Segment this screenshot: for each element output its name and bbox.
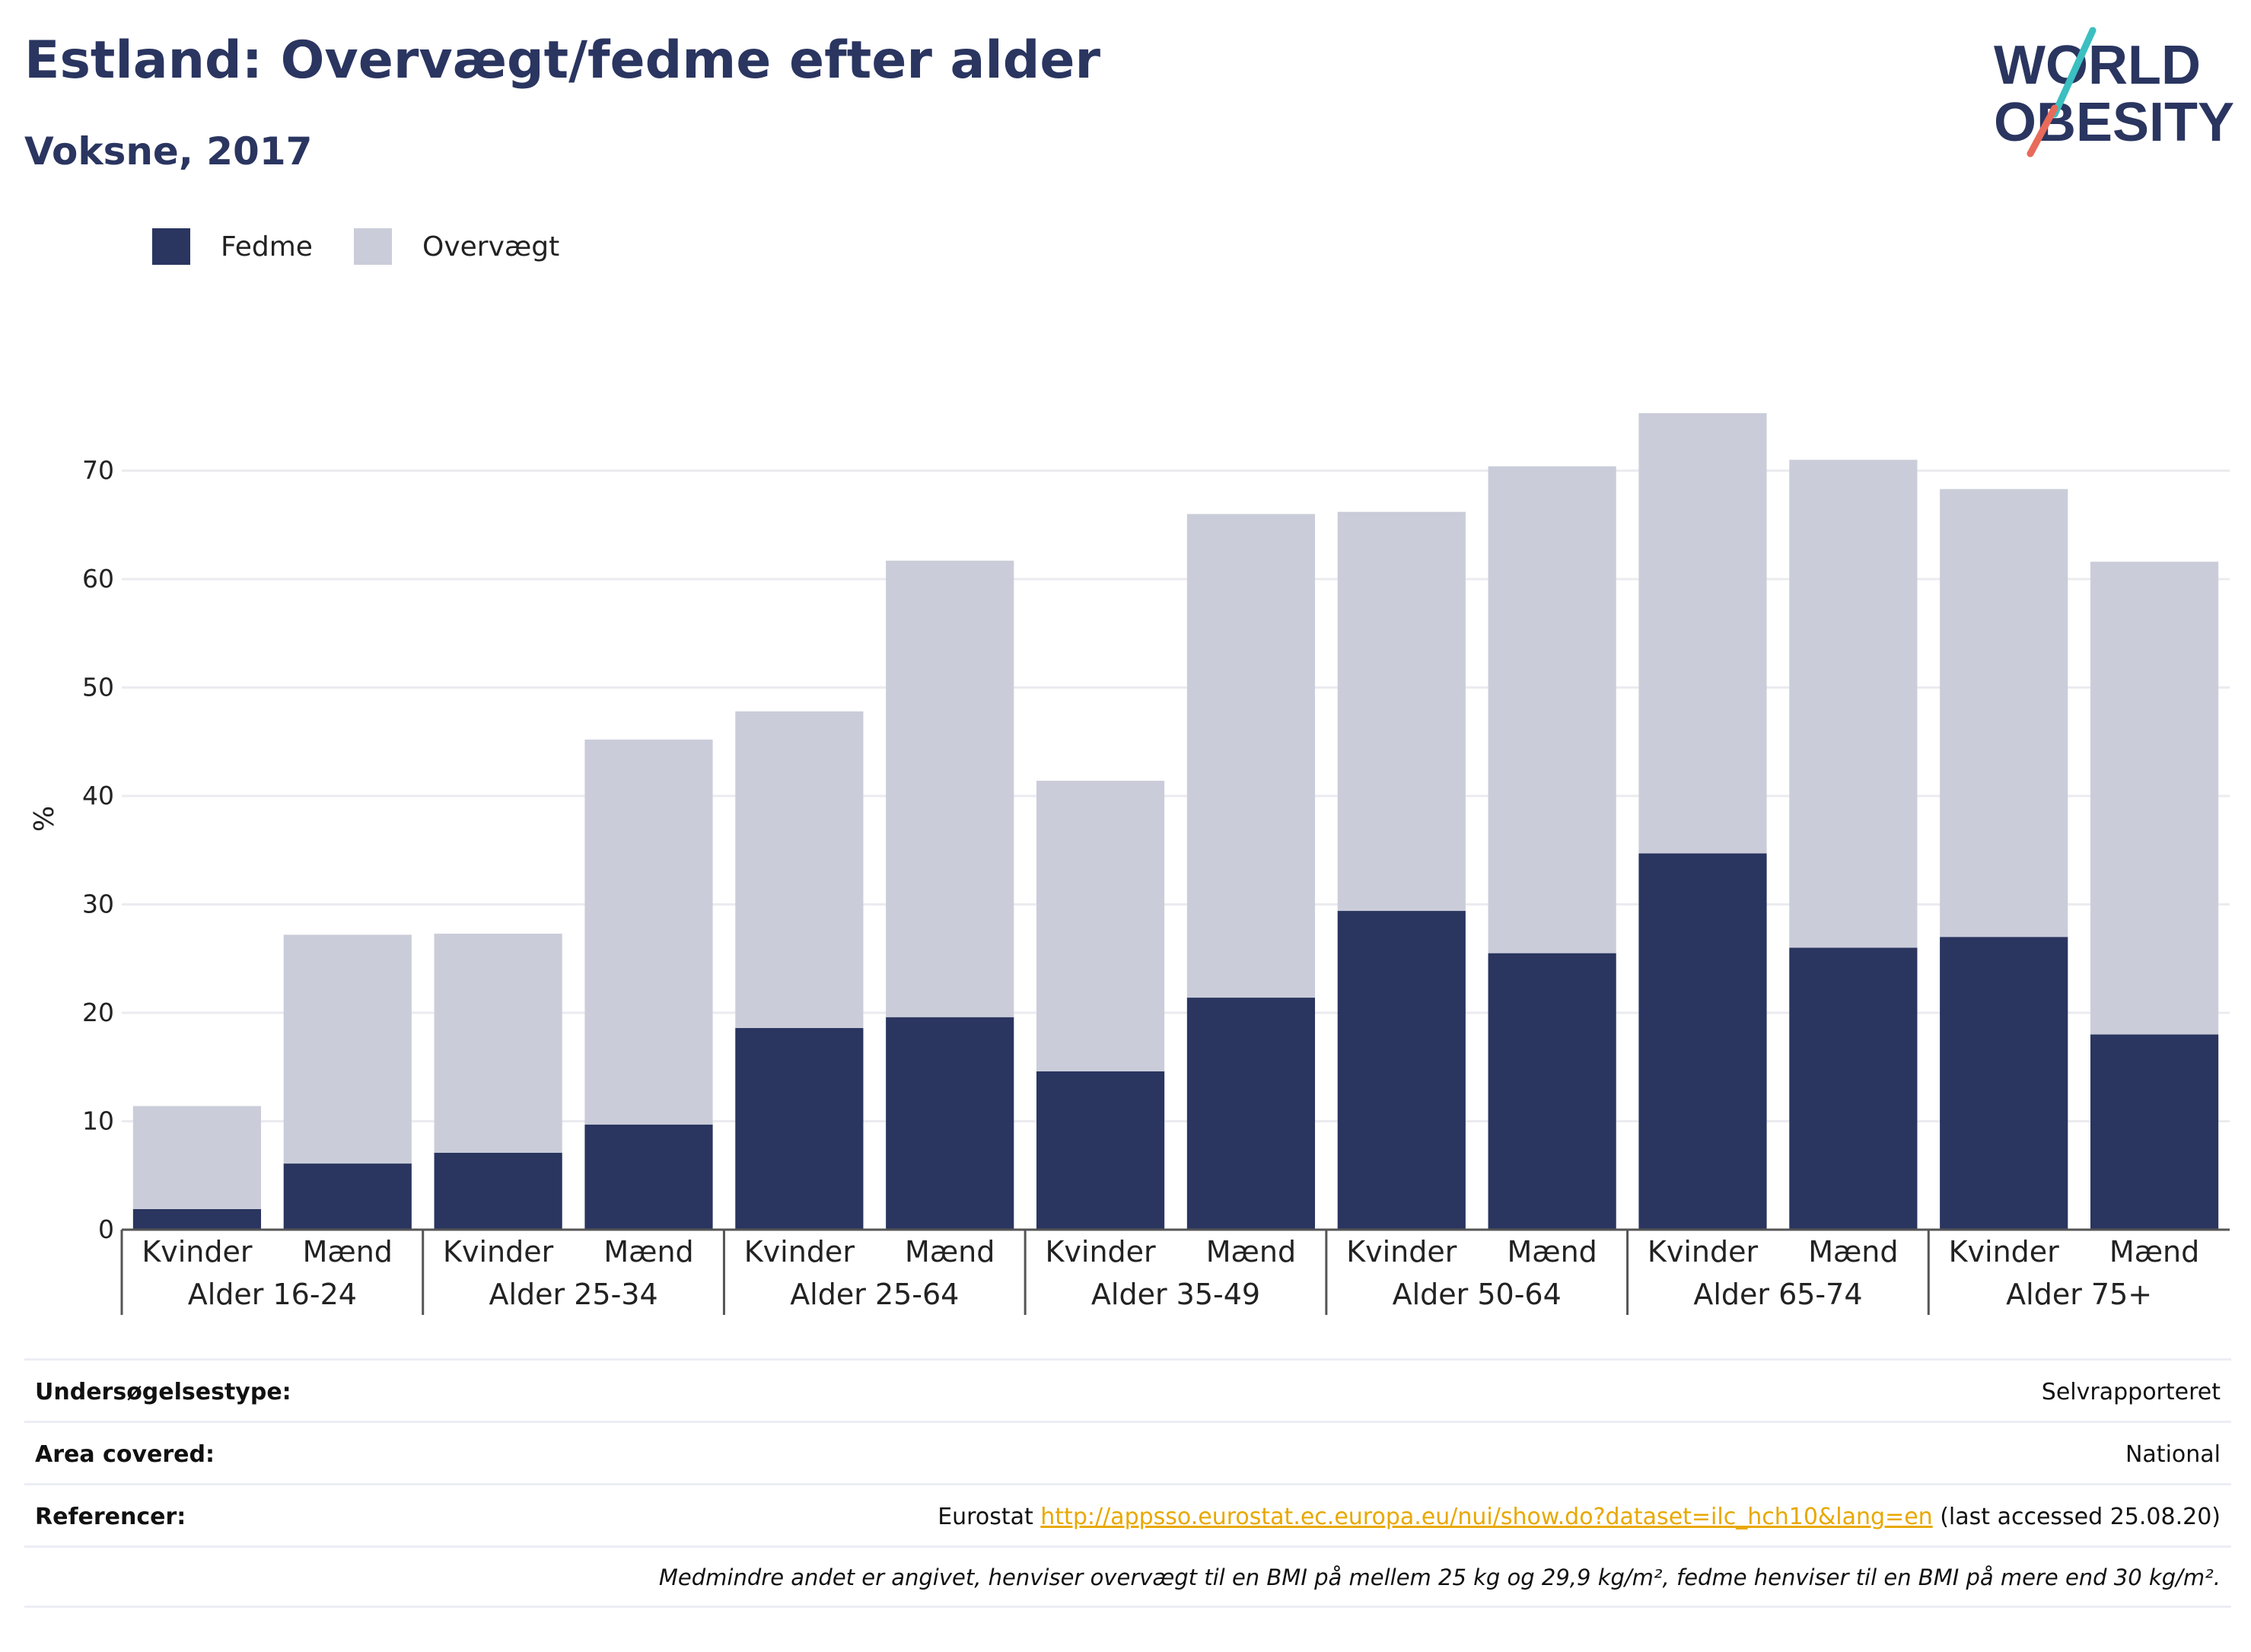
x-tick-label-sex: Mænd bbox=[303, 1235, 393, 1268]
bar-overvaegt bbox=[1036, 781, 1165, 1071]
x-tick-label-sex: Mænd bbox=[1507, 1235, 1597, 1268]
y-tick-label: 10 bbox=[82, 1106, 114, 1136]
x-tick-label-group: Alder 16-24 bbox=[188, 1278, 357, 1311]
bar-fedme bbox=[1638, 853, 1767, 1230]
page-subtitle: Voksne, 2017 bbox=[24, 129, 313, 173]
meta-row-area: Area covered: National bbox=[24, 1421, 2231, 1483]
bars bbox=[132, 412, 2219, 1230]
meta-label: Referencer: bbox=[35, 1504, 186, 1530]
bar-overvaegt bbox=[1186, 514, 1316, 998]
bar-fedme bbox=[1789, 947, 1918, 1230]
bar-fedme bbox=[283, 1163, 412, 1230]
x-tick-label-sex: Kvinder bbox=[1949, 1235, 2060, 1268]
meta-label: Undersøgelsestype: bbox=[35, 1379, 291, 1405]
bar-fedme bbox=[1337, 911, 1466, 1230]
bar-fedme bbox=[584, 1124, 713, 1230]
axes: 0 10 20 30 40 50 60 70% Kvinder Mænd Kvinder Mænd Kv… bbox=[29, 456, 2230, 1315]
bar-fedme bbox=[1488, 953, 1616, 1230]
world-obesity-logo: WORLD OBESITY bbox=[1994, 27, 2234, 158]
references-value: Eurostat http://appsso.eurostat.ec.europ… bbox=[938, 1504, 2221, 1530]
bar-overvaegt bbox=[2090, 562, 2219, 1035]
x-tick-label-sex: Kvinder bbox=[142, 1235, 253, 1268]
x-tick-label-group: Alder 25-64 bbox=[790, 1278, 959, 1311]
page-title: Estland: Overvægt/fedme efter alder bbox=[24, 30, 1101, 91]
chart: Fedme Overvægt 0 10 20 30 40 50 60 70% Kvinder Mæn… bbox=[29, 228, 2230, 1315]
meta-row-survey-type: Undersøgelsestype: Selvrapporteret bbox=[24, 1358, 2231, 1421]
y-tick-label: 20 bbox=[82, 998, 114, 1027]
x-tick-label-sex: Kvinder bbox=[744, 1235, 855, 1268]
x-tick-label-sex: Mænd bbox=[2109, 1235, 2199, 1268]
meta-value: Selvrapporteret bbox=[2041, 1379, 2221, 1405]
y-tick-label: 0 bbox=[98, 1214, 114, 1244]
bar-fedme bbox=[434, 1152, 562, 1230]
x-tick-label-sex: Kvinder bbox=[1346, 1235, 1457, 1268]
references-link[interactable]: http://appsso.eurostat.ec.europa.eu/nui/… bbox=[1040, 1504, 1933, 1530]
x-tick-label-sex: Mænd bbox=[905, 1235, 995, 1268]
x-tick-label-group: Alder 65-74 bbox=[1693, 1278, 1862, 1311]
y-tick-label: 70 bbox=[82, 456, 114, 485]
x-tick-label-sex: Kvinder bbox=[443, 1235, 554, 1268]
y-axis-label: % bbox=[29, 806, 60, 832]
logo-line1: WORLD bbox=[1994, 35, 2201, 96]
bar-overvaegt bbox=[1337, 511, 1466, 912]
x-tick-label-group: Alder 35-49 bbox=[1091, 1278, 1260, 1311]
x-tick-label-group: Alder 50-64 bbox=[1393, 1278, 1562, 1311]
bar-overvaegt bbox=[1789, 460, 1918, 948]
meta-label: Area covered: bbox=[35, 1441, 215, 1468]
x-tick-label-sex: Mænd bbox=[603, 1235, 693, 1268]
legend-swatch-overvaegt bbox=[354, 228, 392, 265]
bar-fedme bbox=[735, 1027, 864, 1230]
bar-overvaegt bbox=[283, 934, 412, 1164]
bar-overvaegt bbox=[1488, 466, 1616, 953]
x-tick-label-group: Alder 75+ bbox=[2006, 1278, 2152, 1311]
bar-overvaegt bbox=[735, 711, 864, 1028]
bar-fedme bbox=[1186, 998, 1316, 1230]
bar-fedme bbox=[132, 1208, 262, 1230]
bar-fedme bbox=[1940, 937, 2068, 1230]
meta-value: National bbox=[2125, 1441, 2221, 1468]
definition-note: Medmindre andet er angivet, henviser ove… bbox=[658, 1564, 2221, 1590]
bar-fedme bbox=[1036, 1071, 1165, 1230]
y-tick-label: 40 bbox=[82, 781, 114, 810]
references-prefix: Eurostat bbox=[938, 1504, 1041, 1530]
logo-slash-teal bbox=[2051, 27, 2097, 118]
bar-fedme bbox=[2090, 1034, 2219, 1230]
x-tick-label-sex: Kvinder bbox=[1648, 1235, 1759, 1268]
x-tick-label-sex: Mænd bbox=[1808, 1235, 1898, 1268]
legend-swatch-fedme bbox=[152, 228, 190, 265]
legend-label-fedme: Fedme bbox=[221, 231, 313, 263]
bar-overvaegt bbox=[886, 560, 1014, 1017]
meta-row-references: Referencer: Eurostat http://appsso.euros… bbox=[24, 1483, 2231, 1545]
x-tick-label-sex: Mænd bbox=[1206, 1235, 1296, 1268]
metadata-table: Undersøgelsestype: Selvrapporteret Area … bbox=[24, 1358, 2231, 1608]
bar-overvaegt bbox=[132, 1106, 262, 1209]
logo-slash-coral bbox=[2027, 104, 2058, 158]
y-tick-label: 60 bbox=[82, 564, 114, 594]
x-tick-label-sex: Kvinder bbox=[1045, 1235, 1156, 1268]
bar-overvaegt bbox=[1638, 412, 1767, 854]
bar-overvaegt bbox=[1940, 489, 2068, 937]
x-tick-label-group: Alder 25-34 bbox=[489, 1278, 657, 1311]
legend: Fedme Overvægt bbox=[152, 228, 559, 265]
bar-overvaegt bbox=[584, 739, 713, 1125]
bar-overvaegt bbox=[434, 933, 562, 1153]
y-tick-label: 30 bbox=[82, 890, 114, 919]
meta-row-note: Medmindre andet er angivet, henviser ove… bbox=[24, 1545, 2231, 1608]
legend-label-overvaegt: Overvægt bbox=[422, 231, 559, 263]
bar-fedme bbox=[886, 1017, 1014, 1230]
references-suffix: (last accessed 25.08.20) bbox=[1932, 1504, 2221, 1530]
y-tick-label: 50 bbox=[82, 673, 114, 702]
